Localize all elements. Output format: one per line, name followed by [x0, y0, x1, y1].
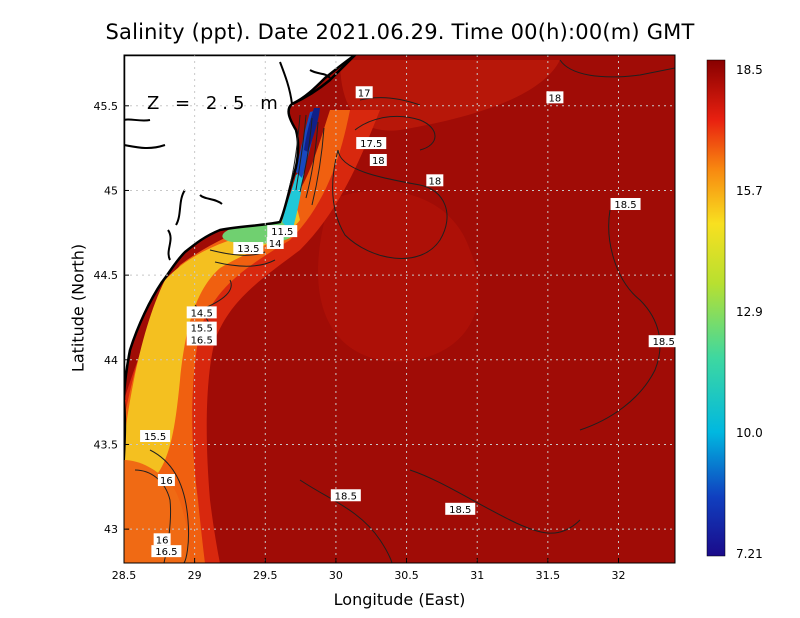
contour-label-bg: [546, 91, 564, 104]
y-tick-label: 45: [104, 184, 118, 197]
contour-label: 11.5: [271, 227, 293, 238]
contour-label-bg: [151, 545, 182, 558]
x-axis: 28.5 29 29.5 30 30.5 31 31.5 32: [112, 558, 625, 582]
contour-label-bg: [186, 321, 217, 334]
y-axis-label: Latitude (North): [68, 243, 88, 373]
contour-label-bg: [610, 198, 641, 211]
x-tick-label: 30.5: [394, 569, 419, 582]
y-axis: 43 43.5 44 44.5 45 45.5: [94, 100, 129, 536]
contour-label: 16.5: [191, 335, 213, 346]
contour-label-bg: [186, 333, 217, 346]
contour-label-bg: [355, 86, 373, 99]
plot-frame: [123, 54, 676, 564]
y-tick-label: 44: [104, 354, 118, 367]
sea-patch-central: [318, 190, 479, 362]
contour-label: 16: [160, 476, 173, 487]
contour-label: 16.5: [155, 547, 177, 558]
contour-label: 15.5: [191, 324, 213, 335]
contour-label-bg: [186, 306, 217, 319]
contour-label: 16: [156, 535, 169, 546]
contour-label: 18: [372, 156, 385, 167]
colorbar-tick-label: 10.0: [736, 426, 763, 440]
contour-label: 14: [269, 239, 282, 250]
contour-label: 18: [428, 176, 441, 187]
x-axis-label: Longitude (East): [333, 590, 466, 609]
x-tick-label: 31.5: [536, 569, 561, 582]
contour-label-bg: [445, 502, 476, 515]
contour-label-bg: [267, 225, 298, 238]
depth-label: Z = 2.5 m: [147, 93, 283, 114]
plume-yellow: [124, 200, 300, 479]
y-tick-label: 45.5: [94, 100, 119, 113]
contour-label-bg: [140, 430, 171, 442]
contour-label-bg: [330, 489, 361, 502]
colorbar-tick-label: 12.9: [736, 305, 763, 319]
contour-label: 13.5: [237, 244, 259, 255]
contour-label-bg: [266, 236, 284, 249]
x-tick-label: 32: [611, 569, 625, 582]
contour-label-bg: [648, 335, 679, 348]
contour-label-bg: [153, 533, 171, 546]
x-tick-label: 31: [470, 569, 484, 582]
colorbar-tick-label: 18.5: [736, 63, 763, 77]
colorbar-tick-label: 7.21: [736, 547, 763, 561]
inland-lines: [124, 61, 331, 261]
x-tick-label: 29: [188, 569, 202, 582]
contour-label: 17.5: [360, 139, 382, 150]
contour-label: 14.5: [191, 308, 213, 319]
contour-label: 15.5: [144, 432, 166, 443]
contour-label-bg: [356, 137, 387, 150]
coast-north: [291, 55, 356, 106]
contour-label-bg: [369, 153, 387, 166]
colorbar-tick-label: 15.7: [736, 184, 763, 198]
x-tick-label: 28.5: [112, 569, 137, 582]
y-tick-label: 43: [104, 523, 118, 536]
plume-south: [124, 460, 190, 563]
contour-label-bg: [426, 174, 444, 187]
sea-patch-north: [340, 60, 560, 131]
contour-label: 18.5: [449, 505, 471, 516]
contour-label: 18: [549, 93, 562, 104]
contour-label-bg: [157, 474, 175, 487]
contour-label: 18.5: [653, 337, 675, 348]
contour-label: 18.5: [335, 491, 357, 502]
colorbar-ticks: 18.5 15.7 12.9 10.0 7.21: [736, 63, 763, 561]
contour-label: 18.5: [614, 200, 636, 211]
x-tick-label: 29.5: [253, 569, 278, 582]
contour-label: 17: [358, 88, 371, 99]
y-tick-label: 44.5: [94, 269, 119, 282]
plume-darkblue: [304, 108, 320, 152]
contour-label-bg: [233, 242, 264, 255]
plume-cyan: [282, 170, 304, 232]
map-title: Salinity (ppt). Date 2021.06.29. Time 00…: [105, 20, 695, 44]
y-tick-label: 43.5: [94, 438, 119, 451]
colorbar: [706, 59, 726, 557]
x-tick-label: 30: [329, 569, 343, 582]
